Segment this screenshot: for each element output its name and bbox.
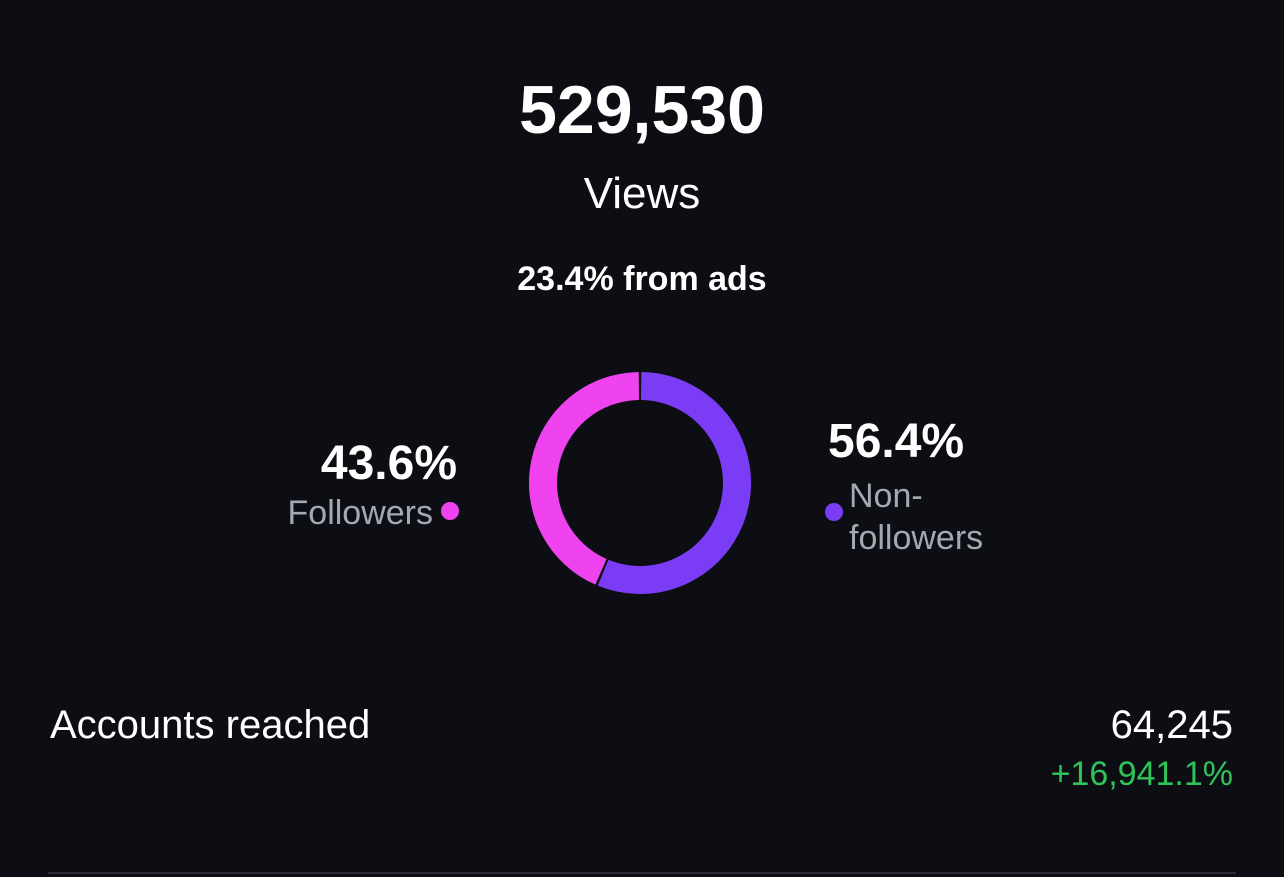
followers-label: Followers bbox=[287, 494, 433, 532]
donut-chart bbox=[529, 372, 751, 594]
views-total: 529,530 bbox=[519, 72, 765, 148]
ads-note: 23.4% from ads bbox=[517, 260, 767, 298]
donut-segment bbox=[597, 372, 751, 594]
non-followers-label: Non-followers bbox=[849, 477, 984, 557]
followers-percent: 43.6% bbox=[320, 437, 457, 490]
non-followers-percent: 56.4% bbox=[828, 415, 965, 468]
divider bbox=[48, 872, 1236, 874]
views-label: Views bbox=[583, 169, 701, 218]
legend-dot bbox=[825, 503, 843, 521]
accounts-value: 64,245 bbox=[1110, 703, 1233, 747]
legend-dot bbox=[441, 502, 459, 520]
accounts-change: +16,941.1% bbox=[1050, 755, 1233, 793]
donut-segment bbox=[529, 372, 640, 585]
accounts-label: Accounts reached bbox=[50, 703, 371, 747]
